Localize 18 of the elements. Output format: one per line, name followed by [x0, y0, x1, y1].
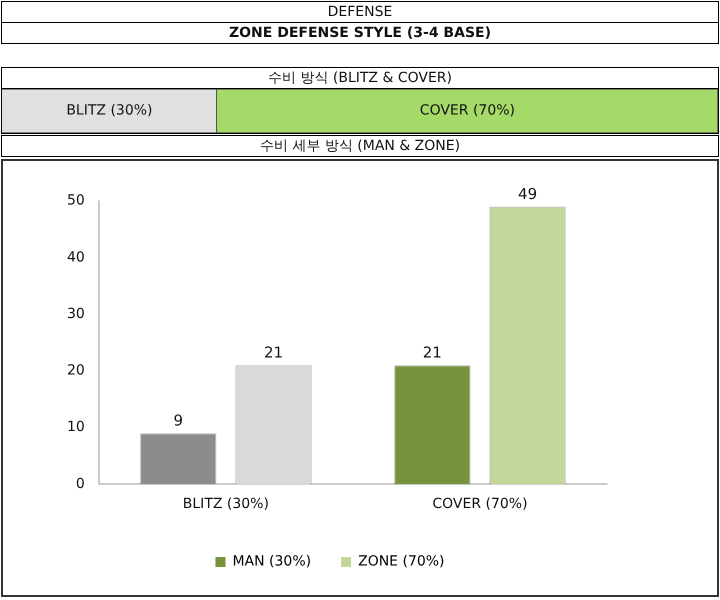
- text: DEFENSE: [1, 1, 719, 23]
- legend-label: MAN (30%): [232, 554, 312, 570]
- y-tick-label: 50: [66, 192, 85, 209]
- chart-title: 수비 세부 방식 (MAN & ZONE): [1, 135, 719, 157]
- y-tick-label: 40: [66, 249, 85, 266]
- y-tick-label: 10: [66, 419, 85, 436]
- y-tick-label: 30: [66, 306, 85, 322]
- y-tick-label: 20: [66, 362, 85, 379]
- data-label: 9: [173, 412, 183, 430]
- data-label: 21: [422, 344, 442, 362]
- legend-label: ZONE (70%): [358, 554, 445, 570]
- data-label: BLITZ (30%): [66, 102, 152, 119]
- chart-title: 수비 방식 (BLITZ & COVER): [1, 67, 719, 89]
- data-label: 21: [264, 344, 284, 362]
- data-label: 49: [518, 185, 538, 204]
- text: ZONE DEFENSE STYLE (3-4 BASE): [1, 23, 719, 44]
- data-label: COVER (70%): [420, 102, 515, 119]
- y-tick-label: 0: [76, 476, 85, 492]
